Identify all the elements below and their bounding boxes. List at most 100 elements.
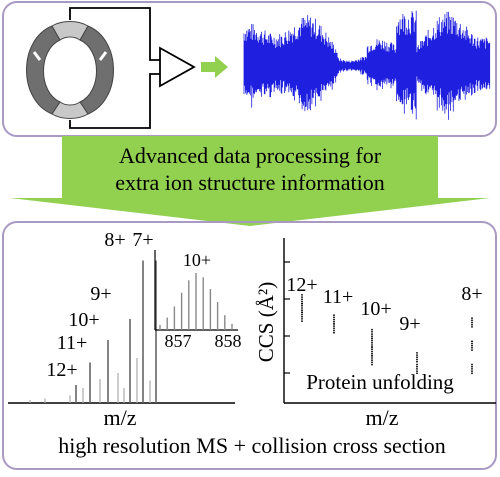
ccs-point bbox=[416, 354, 418, 356]
ring-bottom-cap bbox=[51, 101, 89, 119]
ccs-point bbox=[333, 327, 335, 330]
ccs-point bbox=[301, 307, 303, 309]
ccs-point bbox=[371, 337, 373, 340]
ccs-plot: CCS (Å²) 12+ 11+ 10+ 9+ 8+ Protein unfolding… bbox=[254, 238, 496, 430]
ccs-points bbox=[301, 294, 473, 375]
ms-peaks bbox=[29, 260, 157, 403]
ccs-point bbox=[416, 365, 418, 368]
ms-label-7+: 7+ bbox=[132, 229, 153, 251]
ccs-point bbox=[471, 326, 473, 328]
ccs-label-10+: 10+ bbox=[360, 298, 391, 320]
ccs-point bbox=[301, 296, 303, 298]
ccs-point bbox=[301, 304, 303, 307]
ccs-point bbox=[471, 368, 473, 370]
banner-line-2: extra ion structure information bbox=[115, 170, 384, 195]
ccs-point bbox=[333, 325, 335, 327]
ccs-point bbox=[471, 365, 473, 368]
isotope-inset: 10+ 857 858 bbox=[154, 250, 242, 351]
ccs-point bbox=[371, 341, 373, 344]
bottom-panel bbox=[2, 221, 497, 470]
ccs-point bbox=[333, 314, 335, 317]
ccs-point bbox=[333, 318, 335, 321]
ccs-point bbox=[416, 372, 418, 375]
ccs-point bbox=[471, 349, 473, 351]
ms-label-8+: 8+ bbox=[104, 229, 125, 251]
ccs-point bbox=[471, 319, 473, 322]
ccs-point bbox=[301, 294, 303, 296]
ccs-point bbox=[471, 321, 473, 324]
ms-charge-labels: 12+ 11+10+ 9+ 8+ 7+ bbox=[46, 229, 153, 381]
ccs-point bbox=[371, 357, 373, 359]
banner-line-1: Advanced data processing for bbox=[119, 143, 382, 168]
ccs-label-9+: 9+ bbox=[399, 313, 420, 335]
ccs-point bbox=[416, 368, 418, 370]
amplifier-circuit bbox=[69, 7, 160, 129]
inset-tick-858: 858 bbox=[215, 331, 242, 351]
ccs-point bbox=[371, 344, 373, 346]
ccs-point bbox=[371, 339, 373, 342]
arrow-right-icon bbox=[201, 56, 228, 78]
ccs-point bbox=[471, 317, 473, 319]
ccs-charge-labels: 12+ 11+ 10+ 9+ 8+ bbox=[286, 274, 482, 335]
ring-top-cap bbox=[51, 21, 89, 41]
ccs-point bbox=[416, 370, 418, 372]
ccs-point bbox=[301, 298, 303, 301]
ccs-point bbox=[301, 320, 303, 322]
ccs-point bbox=[471, 323, 473, 326]
ccs-point bbox=[371, 346, 373, 348]
ccs-point bbox=[471, 370, 473, 372]
ms-label-9+: 9+ bbox=[90, 283, 111, 305]
ccs-xlabel: m/z bbox=[366, 405, 399, 430]
ccs-label-12+: 12+ bbox=[286, 274, 317, 296]
ccs-point bbox=[301, 300, 303, 303]
ccs-point bbox=[371, 335, 373, 338]
ccs-point bbox=[371, 328, 373, 331]
ccs-point bbox=[371, 352, 373, 355]
ccs-label-8+: 8+ bbox=[461, 283, 482, 305]
ccs-point bbox=[416, 356, 418, 359]
ccs-point bbox=[416, 363, 418, 366]
ccs-point bbox=[371, 350, 373, 353]
ms-label-12+: 12+ bbox=[46, 359, 77, 381]
detector-ring-icon bbox=[26, 21, 114, 119]
ccs-point bbox=[471, 363, 473, 366]
ccs-point bbox=[371, 359, 373, 362]
amplifier-triangle-icon bbox=[159, 46, 196, 88]
ms-spectrum: 12+11+10+9+8+ 7+ m/z bbox=[8, 229, 235, 430]
signal-trace bbox=[243, 10, 491, 120]
ccs-point bbox=[371, 363, 373, 366]
ms-label-11+: 11+ bbox=[57, 332, 88, 354]
ccs-ylabel: CCS (Å²) bbox=[254, 282, 278, 362]
ccs-point bbox=[471, 372, 473, 375]
ccs-annotation: Protein unfolding bbox=[306, 370, 454, 394]
ccs-point bbox=[371, 331, 373, 333]
ccs-point bbox=[301, 311, 303, 314]
ccs-point bbox=[301, 315, 303, 318]
ccs-point bbox=[301, 313, 303, 316]
ccs-point bbox=[371, 354, 373, 357]
ccs-point bbox=[471, 347, 473, 349]
ccs-point bbox=[301, 318, 303, 320]
ccs-point bbox=[471, 344, 473, 347]
ccs-point bbox=[416, 358, 418, 361]
ccs-point bbox=[416, 352, 418, 354]
ccs-point bbox=[301, 309, 303, 312]
ccs-point bbox=[333, 320, 335, 323]
ccs-point bbox=[371, 348, 373, 351]
banner-arrow bbox=[10, 136, 490, 226]
transient-signal bbox=[243, 10, 491, 120]
bottom-caption: high resolution MS + collision cross sec… bbox=[58, 433, 446, 458]
ms-xlabel: m/z bbox=[104, 405, 137, 430]
ccs-point bbox=[333, 329, 335, 332]
inset-peaks bbox=[159, 272, 233, 330]
ccs-point bbox=[471, 340, 473, 343]
inset-tick-857: 857 bbox=[165, 331, 192, 351]
ccs-y-ticks bbox=[284, 261, 290, 374]
inset-charge-label: 10+ bbox=[183, 250, 211, 270]
ccs-point bbox=[333, 316, 335, 319]
ms-label-10+: 10+ bbox=[68, 309, 99, 331]
ccs-point bbox=[416, 360, 418, 363]
ccs-point bbox=[371, 361, 373, 364]
